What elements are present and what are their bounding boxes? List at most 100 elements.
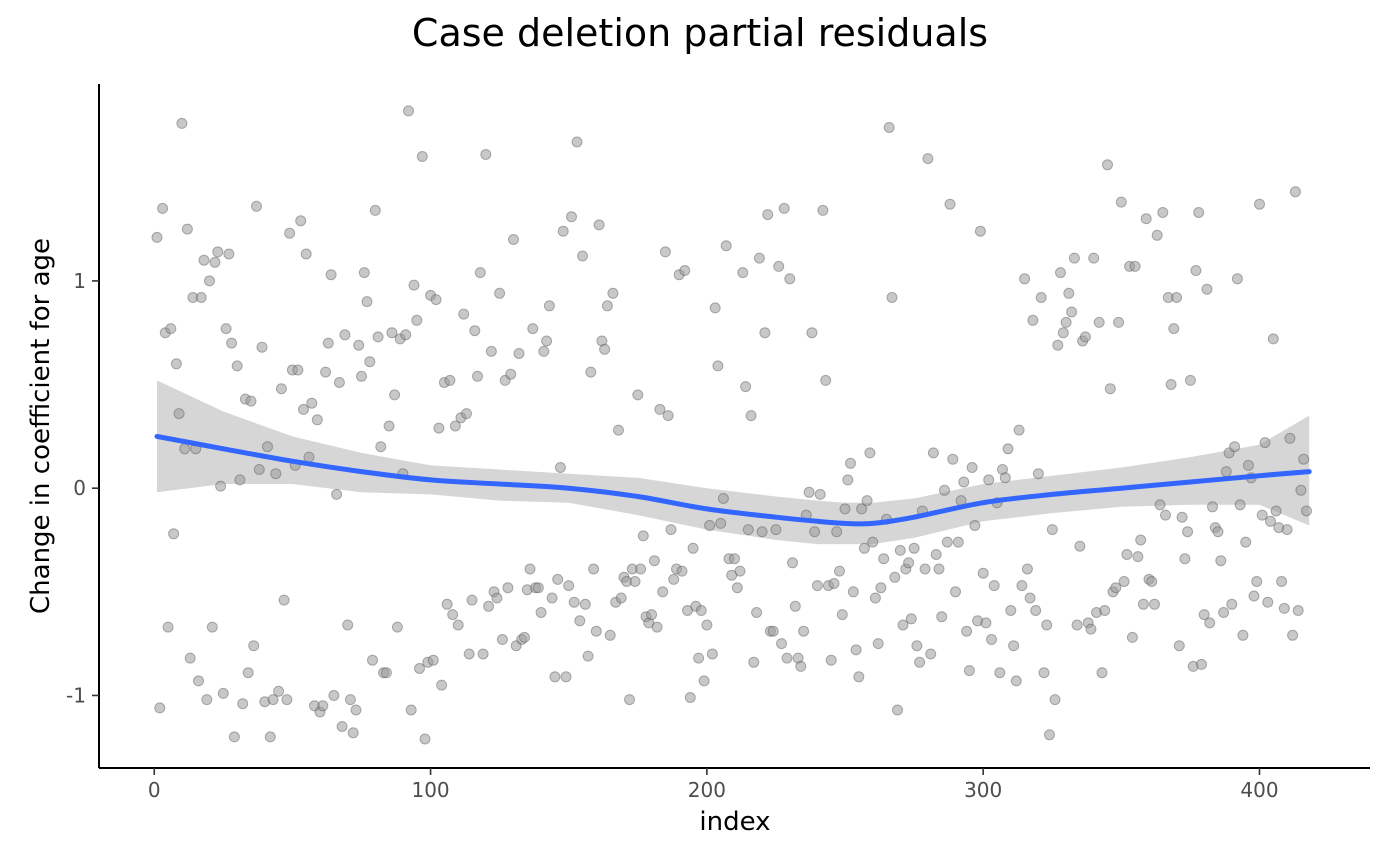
data-point [1032, 468, 1044, 480]
smooth-line-layer [154, 433, 1312, 527]
data-point [311, 414, 323, 426]
data-point [809, 526, 821, 538]
data-point [1198, 609, 1210, 621]
data-point [831, 526, 843, 538]
data-point [436, 679, 448, 691]
y-axis-ticks: -1 0 1 [66, 269, 99, 707]
data-point [480, 149, 492, 160]
data-point [872, 638, 884, 650]
data-point [1057, 327, 1069, 339]
data-point [253, 464, 265, 475]
x-tick-label: 400 [1240, 778, 1278, 802]
data-point [1184, 374, 1196, 386]
data-point [1068, 252, 1080, 264]
data-point [275, 383, 287, 395]
data-point [414, 663, 425, 674]
data-point [682, 605, 693, 616]
data-point [742, 524, 754, 536]
data-point [1165, 379, 1177, 390]
data-point [1074, 540, 1086, 552]
data-point [154, 702, 166, 714]
data-point [781, 652, 793, 664]
data-point [157, 202, 169, 214]
data-point [919, 563, 931, 575]
data-point [1060, 316, 1072, 328]
data-point [839, 503, 851, 515]
data-point [1019, 273, 1031, 285]
data-point [353, 339, 365, 351]
data-point [1295, 484, 1307, 496]
data-point [577, 250, 588, 262]
data-point [1093, 316, 1105, 328]
data-point [1002, 443, 1014, 455]
data-point [878, 553, 890, 565]
data-point [198, 254, 210, 266]
data-point [698, 675, 710, 687]
data-point [389, 389, 401, 401]
data-point [1052, 339, 1064, 351]
data-point [1010, 675, 1022, 687]
data-point [803, 486, 815, 498]
data-point [1132, 551, 1144, 563]
data-point [858, 542, 870, 554]
data-point [615, 592, 627, 604]
data-point [635, 563, 647, 575]
data-point [1126, 631, 1138, 643]
data-point [527, 323, 539, 335]
data-point [173, 408, 185, 420]
data-point [339, 329, 351, 341]
data-point [850, 644, 862, 656]
data-point [1113, 316, 1125, 328]
data-point [773, 260, 785, 272]
data-point [1096, 667, 1108, 679]
data-point [1099, 605, 1111, 616]
data-point [806, 327, 818, 339]
data-point [753, 252, 765, 264]
data-point [905, 613, 917, 625]
data-point [496, 634, 508, 645]
data-point [1218, 607, 1230, 618]
data-point [322, 337, 334, 349]
x-tick-label: 300 [964, 778, 1002, 802]
data-point [701, 619, 713, 631]
data-point [1088, 252, 1100, 264]
data-point [977, 567, 989, 579]
data-point [903, 557, 915, 569]
data-point [867, 536, 879, 548]
data-point [999, 472, 1011, 484]
data-point [715, 517, 727, 529]
data-point [958, 476, 970, 488]
data-point [684, 692, 696, 703]
data-point [1030, 605, 1042, 616]
data-point [1270, 505, 1282, 517]
data-point [298, 403, 309, 415]
data-point [1140, 213, 1152, 225]
data-point [474, 267, 486, 279]
data-point [886, 292, 898, 303]
data-point [430, 294, 442, 306]
data-point [458, 308, 470, 320]
data-point [176, 117, 188, 129]
y-tick-label: 0 [73, 476, 86, 500]
smooth-line [154, 433, 1312, 527]
data-point [922, 153, 934, 165]
data-point [1079, 331, 1091, 343]
data-point [535, 607, 547, 618]
data-point [328, 690, 340, 701]
data-point [767, 625, 779, 637]
data-point [543, 300, 555, 312]
data-point [303, 451, 315, 463]
data-point [1066, 306, 1078, 318]
x-tick-label: 0 [148, 778, 161, 802]
data-point [969, 520, 981, 531]
data-point [1021, 563, 1033, 575]
data-point [1226, 598, 1238, 610]
data-point [607, 287, 619, 299]
data-point [195, 292, 207, 303]
data-point [560, 671, 572, 683]
data-point [936, 611, 948, 623]
data-point [646, 609, 658, 621]
data-point [706, 648, 718, 660]
data-point [273, 685, 285, 697]
y-tick-label: -1 [66, 683, 86, 707]
